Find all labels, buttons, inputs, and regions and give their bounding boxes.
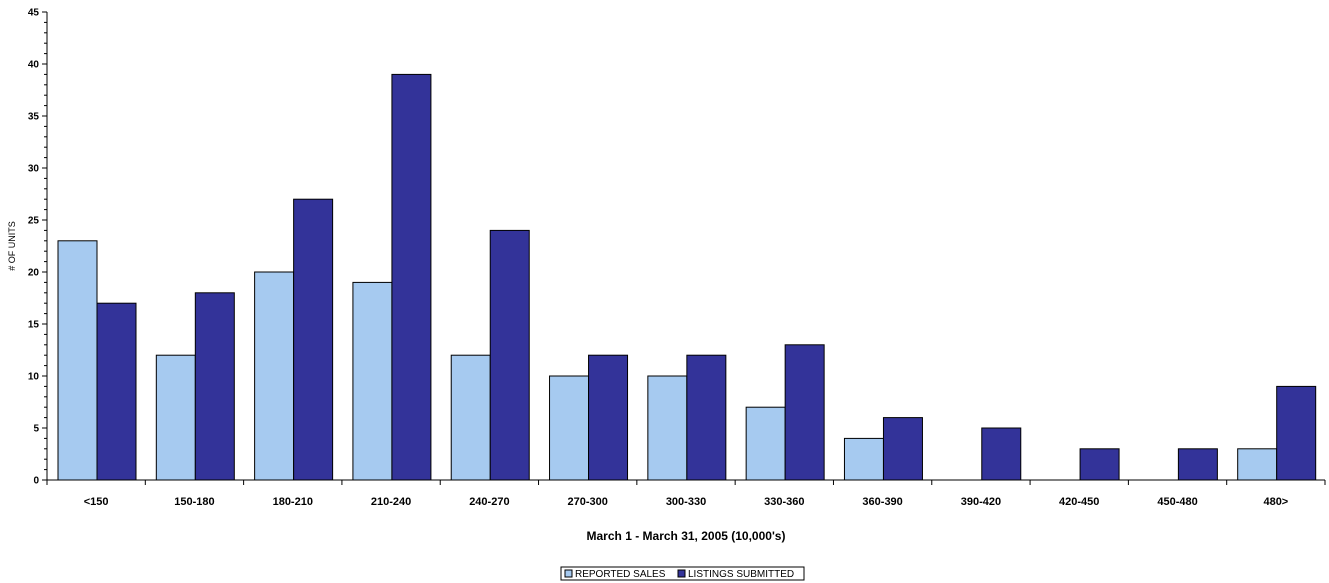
bar-listings-submitted-5 xyxy=(588,354,629,481)
x-tick-label-10: 420-450 xyxy=(1059,496,1099,508)
bar-reported-sales-5 xyxy=(549,375,590,481)
bar-reported-sales-7 xyxy=(745,406,786,481)
y-tick-label-4: 20 xyxy=(28,268,40,279)
bar-reported-sales-1 xyxy=(155,354,196,481)
bar-listings-submitted-0 xyxy=(96,302,137,481)
bar-listings-submitted-10 xyxy=(1079,448,1120,481)
x-tick-label-5: 270-300 xyxy=(568,496,608,508)
bars-layer xyxy=(57,73,1317,481)
y-tick-label-1: 5 xyxy=(33,424,39,435)
x-tick-label-3: 210-240 xyxy=(371,496,411,508)
x-tick-label-8: 360-390 xyxy=(862,496,902,508)
y-tick-label-2: 10 xyxy=(28,372,40,383)
y-tick-label-5: 25 xyxy=(28,216,40,227)
legend-swatch-reported-sales xyxy=(564,569,573,578)
bar-listings-submitted-9 xyxy=(981,427,1022,481)
bar-listings-submitted-8 xyxy=(882,417,923,481)
bar-listings-submitted-3 xyxy=(391,73,432,481)
x-tick-label-7: 330-360 xyxy=(764,496,804,508)
x-tick-label-0: <150 xyxy=(84,496,109,508)
x-tick-label-11: 450-480 xyxy=(1157,496,1197,508)
axes-layer: 0 5 10 15 20 25 30 35 40 45 <150 150-180 180-210 210-… xyxy=(28,8,1326,508)
x-tick-label-6: 300-330 xyxy=(666,496,706,508)
y-tick-label-8: 40 xyxy=(28,60,40,71)
bar-listings-submitted-2 xyxy=(293,198,334,481)
bar-listings-submitted-6 xyxy=(686,354,727,481)
bar-listings-submitted-1 xyxy=(194,292,235,481)
legend-label-reported-sales: REPORTED SALES xyxy=(575,569,666,580)
bar-reported-sales-0 xyxy=(57,240,98,481)
y-tick-label-3: 15 xyxy=(28,320,40,331)
bar-listings-submitted-11 xyxy=(1177,448,1218,481)
legend-label-listings-submitted: LISTINGS SUBMITTED xyxy=(688,569,794,580)
x-tick-label-4: 240-270 xyxy=(469,496,509,508)
bar-reported-sales-3 xyxy=(352,281,393,481)
y-tick-label-6: 30 xyxy=(28,164,40,175)
x-tick-label-2: 180-210 xyxy=(273,496,313,508)
legend: REPORTED SALES LISTINGS SUBMITTED xyxy=(560,566,805,581)
bar-reported-sales-6 xyxy=(647,375,688,481)
y-tick-label-9: 45 xyxy=(28,8,40,19)
bar-listings-submitted-4 xyxy=(489,229,530,481)
bar-reported-sales-12 xyxy=(1237,448,1278,481)
x-axis-title: March 1 - March 31, 2005 (10,000's) xyxy=(587,529,786,543)
bar-listings-submitted-12 xyxy=(1276,385,1317,481)
bar-reported-sales-2 xyxy=(254,271,295,481)
x-tick-label-1: 150-180 xyxy=(174,496,214,508)
y-tick-label-7: 35 xyxy=(28,112,40,123)
legend-swatch-listings-submitted xyxy=(677,569,686,578)
x-tick-label-9: 390-420 xyxy=(961,496,1001,508)
y-tick-label-0: 0 xyxy=(33,476,39,487)
bar-reported-sales-8 xyxy=(843,437,884,481)
bar-reported-sales-4 xyxy=(450,354,491,481)
y-axis-title: # OF UNITS xyxy=(7,221,17,271)
bar-listings-submitted-7 xyxy=(784,344,825,481)
x-tick-label-12: 480> xyxy=(1263,496,1288,508)
